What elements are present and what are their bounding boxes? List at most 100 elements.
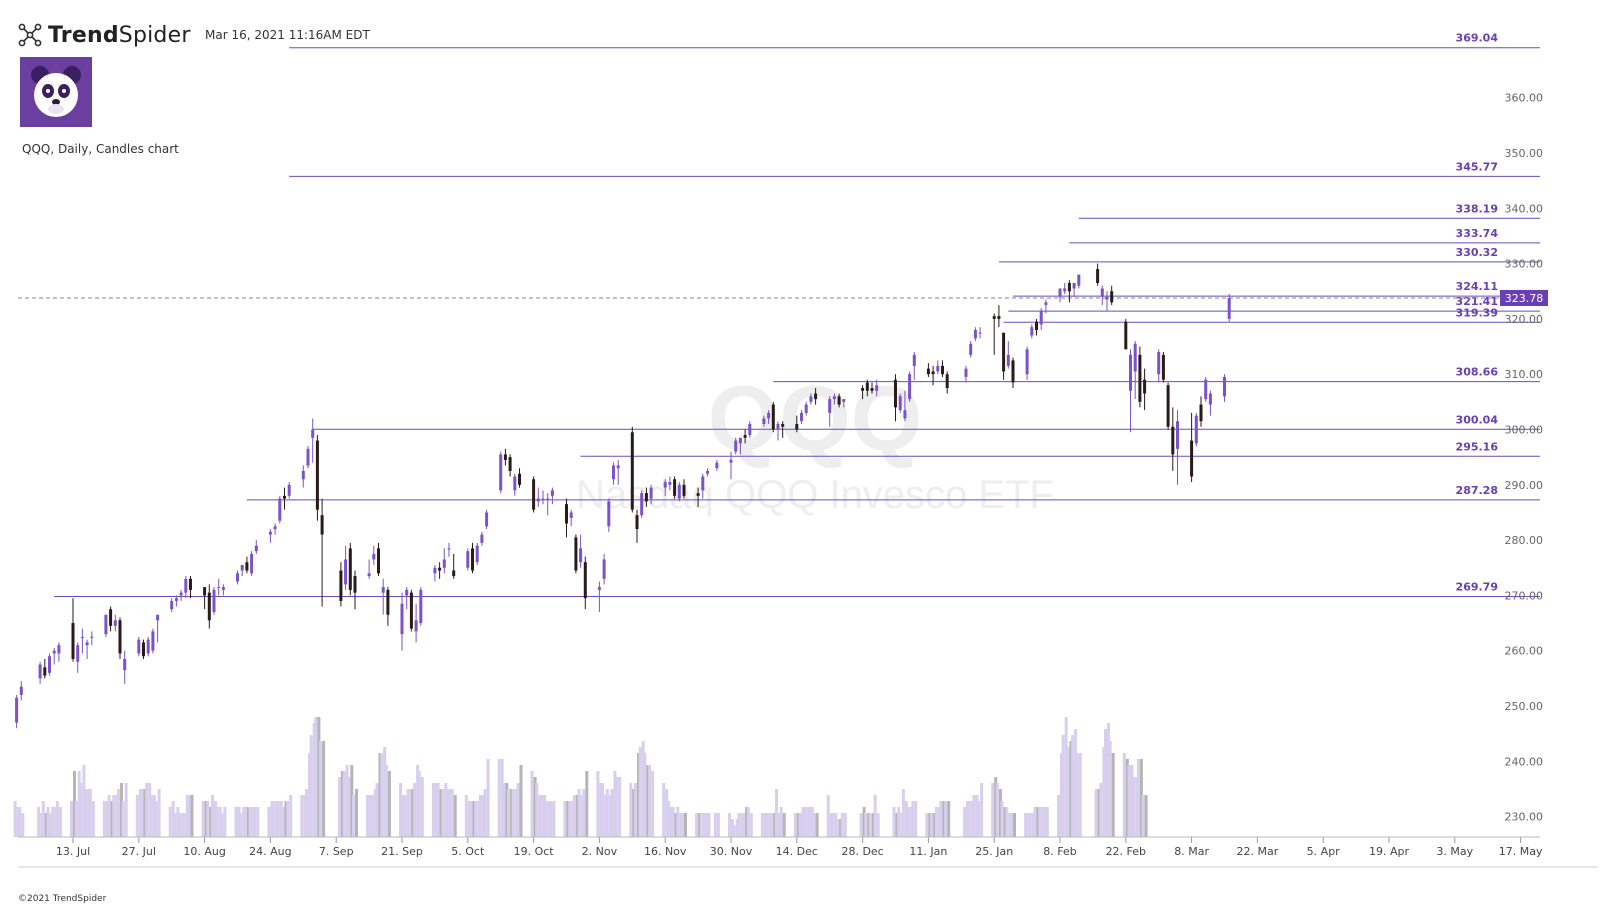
- volume-bar: [732, 825, 736, 837]
- volume-bar: [402, 795, 405, 837]
- x-tick-label: 11. Jan: [909, 845, 947, 858]
- volume-bar: [1130, 765, 1134, 837]
- candle: [771, 401, 775, 433]
- volume-bar: [77, 771, 81, 837]
- volume-bar: [563, 801, 567, 837]
- volume-bar: [662, 783, 666, 837]
- candle-body: [800, 412, 803, 422]
- candle-body: [1035, 321, 1038, 330]
- volume-bar: [596, 771, 600, 837]
- candle-body: [1190, 440, 1194, 477]
- volume-bar: [803, 807, 807, 837]
- candle-body: [475, 545, 479, 563]
- candle-body: [118, 620, 122, 654]
- x-axis: 13. Jul 27. Jul 10. Aug 24. Aug 7. Sep 21. Se…: [18, 836, 1543, 858]
- candle: [969, 341, 973, 358]
- volume-bar: [547, 801, 551, 837]
- candle: [583, 556, 587, 610]
- y-tick-label: 230.00: [1505, 811, 1544, 824]
- candle-body: [311, 429, 315, 438]
- candle: [630, 426, 634, 513]
- candle: [1194, 412, 1198, 447]
- candle-body: [1025, 349, 1029, 375]
- candle-body: [781, 423, 785, 427]
- volume-bar: [679, 813, 683, 837]
- candle-body: [964, 368, 968, 377]
- candle-body: [15, 697, 19, 723]
- volume-bar: [731, 819, 734, 837]
- volume-bar: [276, 801, 280, 837]
- candle-body: [574, 537, 578, 571]
- candle: [184, 576, 188, 599]
- volume-bar: [171, 801, 175, 837]
- volume-bar: [1057, 795, 1060, 837]
- volume-bar: [613, 771, 617, 837]
- volume-bar: [914, 801, 918, 837]
- candle-body: [1063, 288, 1067, 292]
- candle: [475, 542, 479, 565]
- volume-bar: [1125, 759, 1129, 837]
- candle: [894, 374, 897, 422]
- volume-bar: [829, 813, 833, 837]
- candle: [682, 479, 686, 499]
- volume-bar: [782, 813, 786, 837]
- candle: [301, 465, 305, 488]
- candle-body: [381, 587, 385, 593]
- volume-bar: [770, 813, 774, 837]
- candle: [348, 542, 352, 596]
- candle: [1025, 346, 1029, 380]
- candle: [442, 548, 446, 574]
- volume-bar: [873, 795, 877, 837]
- volume-bar: [13, 801, 17, 837]
- candle: [189, 576, 192, 599]
- volume-bar: [434, 783, 438, 837]
- candle: [57, 642, 61, 662]
- candle: [433, 564, 437, 582]
- candle-body: [1227, 297, 1231, 319]
- candle: [597, 581, 601, 612]
- candle: [804, 401, 808, 416]
- x-tick-label: 28. Dec: [841, 845, 883, 858]
- volume-bar: [947, 801, 951, 837]
- volume-bar: [646, 765, 650, 837]
- candle-body: [1072, 282, 1076, 289]
- volume-bar: [82, 765, 86, 837]
- candle-body: [602, 559, 606, 579]
- y-tick-label: 280.00: [1505, 534, 1544, 547]
- volume-bar: [378, 753, 382, 837]
- volume-bar: [864, 813, 868, 837]
- candle: [1002, 332, 1006, 380]
- volume-bar: [107, 795, 111, 837]
- volume-bar: [477, 801, 481, 837]
- candle-body: [442, 559, 446, 568]
- candle: [1204, 376, 1208, 402]
- volume-bar: [49, 813, 53, 837]
- volume-bar: [444, 783, 448, 837]
- candle: [926, 363, 930, 377]
- candle-body: [536, 498, 540, 502]
- volume-bar: [281, 807, 285, 837]
- candle: [809, 393, 813, 405]
- candle-body: [875, 385, 879, 391]
- volume-bar: [1008, 813, 1012, 837]
- candle-body: [339, 570, 343, 601]
- candle: [203, 587, 207, 610]
- volume-bar: [413, 783, 417, 837]
- candle: [90, 631, 94, 646]
- volume-bar: [519, 765, 523, 837]
- candle-body: [861, 388, 865, 391]
- volume-bar: [516, 783, 520, 837]
- candle-body: [894, 379, 897, 408]
- y-tick-label: 340.00: [1505, 202, 1544, 215]
- volume-bar: [796, 813, 800, 837]
- candle-body: [767, 412, 771, 419]
- y-tick-label: 300.00: [1505, 424, 1544, 437]
- volume-bar: [284, 801, 288, 837]
- candle-body: [936, 365, 940, 372]
- candle-body: [1039, 310, 1043, 325]
- copyright: ©2021 TrendSpider: [18, 894, 107, 904]
- candle: [142, 639, 145, 659]
- candle: [409, 589, 413, 632]
- volume-bar: [975, 795, 979, 837]
